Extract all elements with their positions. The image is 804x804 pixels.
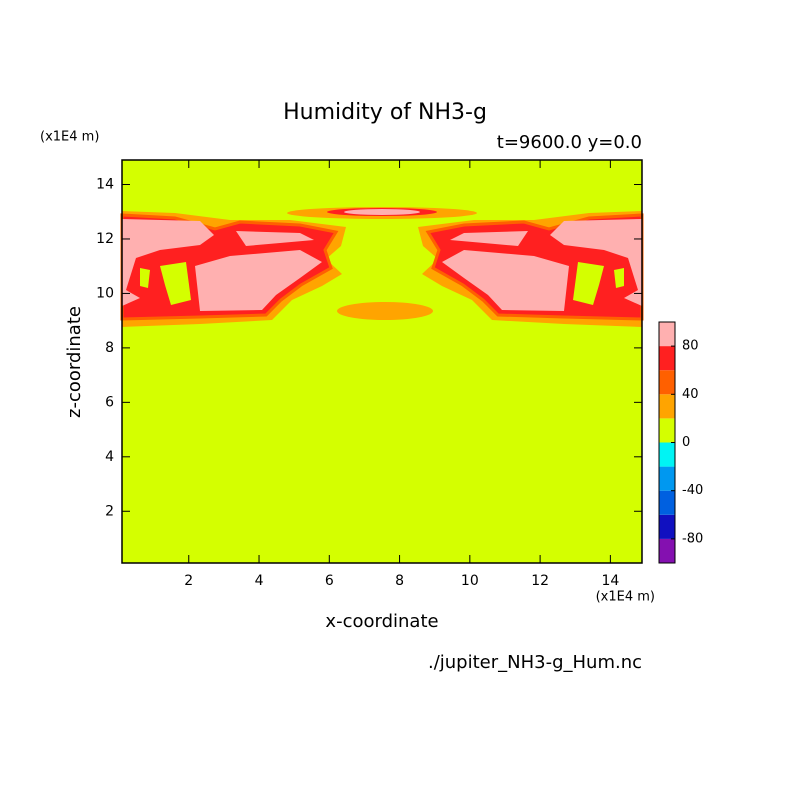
contour-region	[450, 231, 528, 246]
colorbar-band	[659, 514, 675, 539]
contour-region	[236, 231, 314, 246]
y-tick-label: 10	[96, 285, 114, 301]
x-tick-label: 4	[255, 573, 264, 589]
x-tick-label: 10	[461, 573, 479, 589]
x-axis-label: x-coordinate	[325, 611, 438, 632]
contour-region	[140, 268, 150, 288]
contour-region	[614, 268, 624, 288]
source-file: ./jupiter_NH3-g_Hum.nc	[428, 652, 642, 673]
contour-region	[442, 250, 569, 311]
y-tick-label: 4	[105, 449, 114, 465]
contour-region	[550, 219, 642, 306]
x-tick-label: 2	[184, 573, 193, 589]
contour-region	[160, 262, 191, 305]
x-tick-label: 14	[601, 573, 619, 589]
subtitle: t=9600.0 y=0.0	[497, 132, 642, 153]
colorbar-tick-label: -40	[682, 483, 703, 498]
y-tick-label: 2	[105, 503, 114, 519]
y-axis-label: z-coordinate	[64, 306, 85, 418]
contour-region	[573, 262, 604, 305]
plot-frame	[121, 159, 643, 564]
contour-region	[337, 302, 433, 320]
contour-region	[344, 209, 420, 215]
x-unit: (x1E4 m)	[596, 590, 655, 605]
colorbar-band	[659, 394, 675, 419]
colorbar-band	[659, 538, 675, 563]
y-tick-label: 6	[105, 394, 114, 410]
contour-region	[195, 250, 322, 311]
chart-title: Humidity of NH3-g	[283, 100, 487, 125]
colorbar-tick-label: 80	[682, 339, 699, 354]
colorbar-band	[659, 370, 675, 395]
x-tick-label: 6	[325, 573, 334, 589]
colorbar-band	[659, 466, 675, 491]
colorbar-tick-label: -80	[682, 531, 703, 546]
x-tick-label: 8	[395, 573, 404, 589]
x-tick-label: 12	[531, 573, 549, 589]
y-tick-label: 14	[96, 177, 114, 193]
contour-region	[122, 219, 214, 306]
y-tick-label: 8	[105, 340, 114, 356]
colorbar-band	[659, 418, 675, 443]
colorbar-band	[659, 442, 675, 467]
colorbar-band	[659, 346, 675, 371]
y-unit: (x1E4 m)	[40, 130, 99, 145]
y-tick-label: 12	[96, 231, 114, 247]
colorbar-tick-label: 40	[682, 387, 699, 402]
colorbar-tick-label: 0	[682, 435, 690, 450]
colorbar-band	[659, 322, 675, 347]
contour-mirror	[418, 211, 644, 327]
colorbar-band	[659, 490, 675, 515]
